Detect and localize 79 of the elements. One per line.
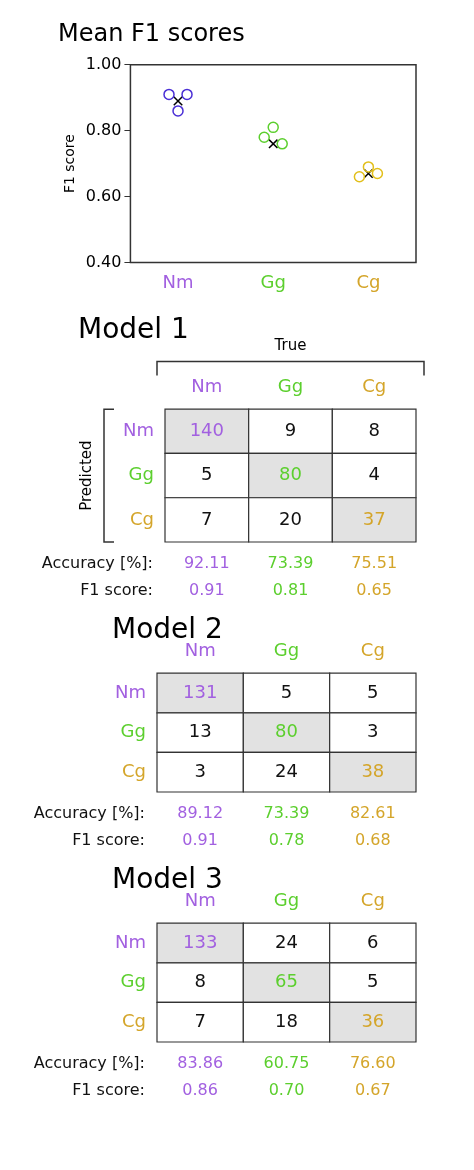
data-label: 37 (362, 507, 386, 529)
text: 0.81 (272, 580, 309, 600)
text: 0.91 (182, 830, 218, 850)
y-tick-label: Gg (128, 463, 154, 485)
x-tick-label: Gg (277, 375, 304, 397)
x-tick-label: Cg (356, 270, 381, 292)
y-tick-label: Cg (122, 1009, 146, 1031)
y-tick-label: 0.80 (85, 119, 122, 139)
data-label: 8 (368, 419, 380, 441)
data-label: 5 (280, 680, 293, 702)
x-tick-label: Nm (191, 375, 223, 397)
data-label: 24 (275, 759, 298, 781)
data-label: 3 (367, 720, 379, 742)
data-label: 7 (201, 507, 213, 529)
y-tick-label: Gg (120, 970, 146, 992)
y-tick-label: 0.60 (85, 185, 122, 205)
text: 0.65 (356, 580, 392, 600)
text: 60.75 (263, 1053, 310, 1073)
data-label: 3 (194, 759, 206, 781)
data-label: 8 (194, 970, 206, 992)
data-label: 140 (189, 419, 225, 441)
x-tick-label: Cg (360, 889, 385, 911)
text: Accuracy [%]: (33, 803, 145, 823)
y-tick-label: Nm (115, 930, 146, 952)
y-axis-title: Predicted (76, 440, 95, 511)
text: F1 score: (72, 830, 145, 850)
data-label: 20 (279, 507, 302, 529)
data-label: 80 (275, 720, 298, 742)
x-tick-label: Gg (273, 639, 300, 661)
text: 0.91 (189, 580, 225, 600)
x-tick-label: Gg (260, 270, 286, 292)
data-label: 9 (284, 419, 297, 441)
data-label: 5 (367, 680, 379, 702)
text: 92.11 (183, 553, 230, 573)
data-label: 65 (275, 970, 298, 992)
data-label: 7 (194, 1009, 206, 1031)
text: Accuracy [%]: (33, 1053, 145, 1073)
data-label: 4 (368, 463, 380, 485)
text: 0.67 (355, 1080, 391, 1100)
data-label: 80 (279, 463, 302, 485)
x-tick-label: Nm (162, 270, 194, 292)
text: 0.68 (355, 830, 391, 850)
data-label: 5 (201, 463, 213, 485)
data-label: 24 (275, 930, 298, 952)
text: F1 score: (72, 1080, 145, 1100)
y-tick-label: Cg (130, 507, 154, 529)
data-label: 5 (367, 970, 379, 992)
text: 0.86 (182, 1080, 218, 1100)
data-label: 6 (367, 930, 379, 952)
x-tick-label: Gg (273, 889, 300, 911)
x-axis-title: True (273, 336, 307, 355)
x-tick-label: Cg (362, 375, 387, 397)
text: F1 score: (80, 580, 153, 600)
text: 0.70 (268, 1080, 305, 1100)
data-label: 36 (361, 1009, 385, 1031)
y-tick-label: 0.40 (85, 251, 122, 271)
text: 73.39 (267, 553, 314, 573)
text: 0.78 (268, 830, 305, 850)
text: 76.60 (349, 1053, 396, 1073)
text: 82.61 (349, 803, 396, 823)
data-label: 133 (182, 930, 218, 952)
x-tick-label: Cg (360, 639, 385, 661)
y-tick-label: Nm (115, 680, 146, 702)
y-tick-label: Gg (120, 720, 146, 742)
y-axis-title: F1 score (61, 134, 78, 194)
y-tick-label: Cg (122, 759, 146, 781)
y-tick-label: 1.00 (85, 53, 122, 73)
data-label: 13 (188, 720, 212, 742)
data-label: 131 (182, 680, 218, 702)
data-label: 18 (275, 1009, 298, 1031)
text: 83.86 (177, 1053, 224, 1073)
text: 73.39 (263, 803, 310, 823)
text: 75.51 (351, 553, 398, 573)
data-label: 38 (361, 759, 385, 781)
chart-title: Mean F1 scores (58, 18, 245, 47)
chart-title: Model 1 (78, 312, 189, 346)
text: Accuracy [%]: (41, 553, 153, 573)
y-tick-label: Nm (123, 419, 154, 441)
text: 89.12 (177, 803, 224, 823)
